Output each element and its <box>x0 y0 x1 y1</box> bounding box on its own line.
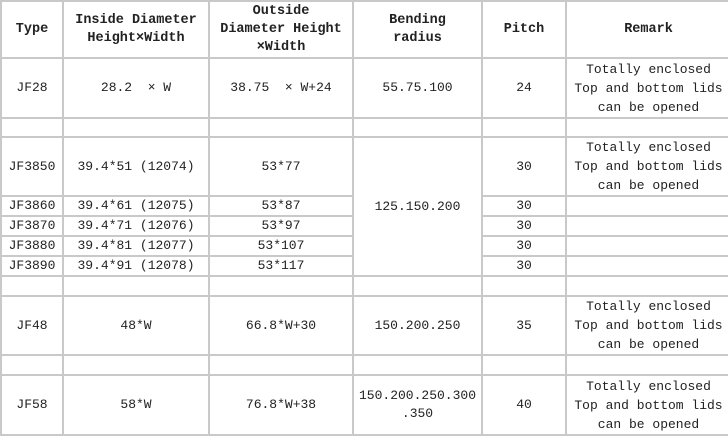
remark-line1: Totally enclosed <box>586 299 711 314</box>
cell-remark <box>565 195 728 217</box>
header-pitch: Pitch <box>481 0 567 59</box>
cell-remark <box>565 255 728 277</box>
cell-remark <box>565 215 728 237</box>
header-outside-line3: ×Width <box>256 39 306 55</box>
table-row: JF3880 39.4*81 (12077) 53*107 30 <box>0 235 728 257</box>
spacer-row <box>0 275 728 297</box>
header-outside-line2: Diameter Height <box>220 21 342 37</box>
cell-pitch: 24 <box>481 57 567 119</box>
header-bending-line2: radius <box>393 30 442 46</box>
cell-inside: 39.4*51 (12074) <box>62 136 210 197</box>
remark-line3: can be opened <box>597 337 700 352</box>
cell-outside: 38.75 × W+24 <box>208 57 354 119</box>
table-row: JF48 48*W 66.8*W+30 150.200.250 35 Total… <box>0 295 728 356</box>
cell-remark: Totally enclosed Top and bottom lids can b… <box>565 57 728 119</box>
cell-inside: 48*W <box>62 295 210 356</box>
header-inside-line1: Inside Diameter <box>75 12 197 28</box>
cell-outside: 53*77 <box>208 136 354 197</box>
cell-inside: 39.4*71 (12076) <box>62 215 210 237</box>
cell-inside: 58*W <box>62 374 210 436</box>
cell-remark: Totally enclosed Top and bottom lids can b… <box>565 295 728 356</box>
cell-inside: 39.4*91 (12078) <box>62 255 210 277</box>
cell-type: JF3850 <box>0 136 64 197</box>
cell-bending: 55.75.100 <box>352 57 483 119</box>
cell-remark <box>565 235 728 257</box>
cell-type: JF3860 <box>0 195 64 217</box>
table-row: JF58 58*W 76.8*W+38 150.200.250.300.350 … <box>0 374 728 436</box>
cell-outside: 53*107 <box>208 235 354 257</box>
cell-type: JF28 <box>0 57 64 119</box>
header-row: Type Inside Diameter Height×Width Outside… <box>0 0 728 59</box>
cell-outside: 76.8*W+38 <box>208 374 354 436</box>
header-type: Type <box>0 0 64 59</box>
cell-pitch: 30 <box>481 136 567 197</box>
spacer-row <box>0 117 728 138</box>
remark-line3: can be opened <box>597 99 700 115</box>
cell-outside: 53*87 <box>208 195 354 217</box>
cell-pitch: 30 <box>481 195 567 217</box>
cell-remark: Totally enclosed Top and bottom lids can b… <box>565 136 728 197</box>
remark-line2: Top and bottom lids <box>574 80 723 96</box>
cell-remark: Totally enclosed Top and bottom lids can b… <box>565 374 728 436</box>
table-row: JF3870 39.4*71 (12076) 53*97 30 <box>0 215 728 237</box>
cell-pitch: 40 <box>481 374 567 436</box>
cell-inside: 28.2 × W <box>62 57 210 119</box>
cell-pitch: 30 <box>481 235 567 257</box>
cell-bending: 150.200.250 <box>352 295 483 356</box>
remark-line3: can be opened <box>597 178 700 193</box>
cell-pitch: 30 <box>481 215 567 237</box>
spacer-row <box>0 354 728 376</box>
remark-line2: Top and bottom lids <box>574 159 723 174</box>
cell-type: JF58 <box>0 374 64 436</box>
header-inside-line2: Height×Width <box>87 30 185 46</box>
bending-line1: 150.200.250.300 <box>358 388 477 403</box>
cell-pitch: 30 <box>481 255 567 277</box>
table-row: JF3860 39.4*61 (12075) 53*87 30 <box>0 195 728 217</box>
cell-type: JF3870 <box>0 215 64 237</box>
cell-inside: 39.4*61 (12075) <box>62 195 210 217</box>
cell-bending: 150.200.250.300 .350 <box>352 374 483 436</box>
bending-line2: .350 <box>401 406 434 421</box>
remark-line3: can be opened <box>597 416 700 432</box>
cell-inside: 39.4*81 (12077) <box>62 235 210 257</box>
cell-outside: 66.8*W+30 <box>208 295 354 356</box>
remark-line2: Top and bottom lids <box>574 397 723 413</box>
cell-bending: 125.150.200 <box>352 136 483 277</box>
cell-type: JF3880 <box>0 235 64 257</box>
table-row: JF3850 39.4*51 (12074) 53*77 125.150.200… <box>0 136 728 277</box>
header-bending: Bending radius <box>352 0 483 59</box>
header-outside-line1: Outside <box>252 3 310 19</box>
table-row: JF3890 39.4*91 (12078) 53*117 30 <box>0 255 728 277</box>
header-remark: Remark <box>565 0 728 59</box>
cell-type: JF48 <box>0 295 64 356</box>
remark-line2: Top and bottom lids <box>574 318 723 333</box>
cell-pitch: 35 <box>481 295 567 356</box>
cell-outside: 53*117 <box>208 255 354 277</box>
remark-line1: Totally enclosed <box>586 378 711 394</box>
table-row: JF28 28.2 × W 38.75 × W+24 55.75.100 24 … <box>0 57 728 119</box>
cell-outside: 53*97 <box>208 215 354 237</box>
header-outside: Outside Diameter Height ×Width <box>208 0 354 59</box>
header-bending-line1: Bending <box>389 12 446 28</box>
cell-type: JF3890 <box>0 255 64 277</box>
header-inside: Inside Diameter Height×Width <box>62 0 210 59</box>
remark-line1: Totally enclosed <box>586 61 711 77</box>
remark-line1: Totally enclosed <box>586 140 711 155</box>
